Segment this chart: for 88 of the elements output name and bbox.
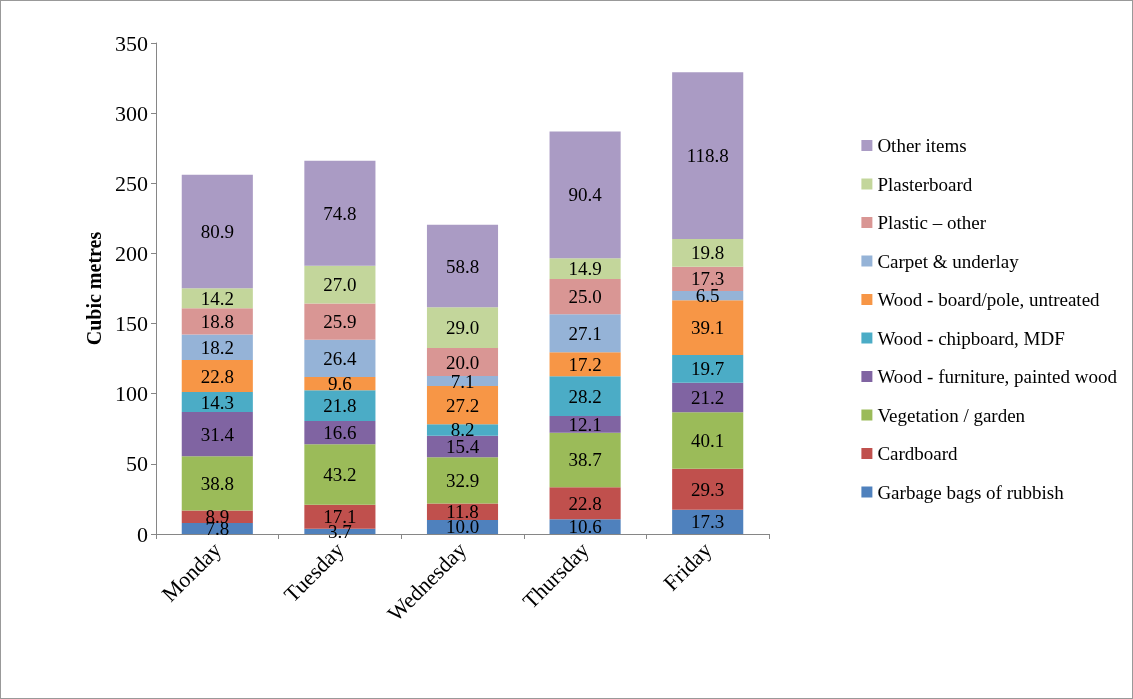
data-label: 27.2 [445,394,480,416]
data-label: 27.0 [323,274,357,296]
bar [304,390,376,421]
y-tick-label: 250 [115,170,148,196]
data-label: 21.2 [691,387,725,408]
bar [549,432,621,488]
data-label: 21.8 [323,395,357,417]
bar [549,131,621,259]
y-tick-label: 350 [115,30,148,56]
data-label: 29.3 [691,478,725,500]
data-label: 74.8 [323,202,357,224]
bar [181,360,253,393]
legend-label: Wood - furniture, painted wood [877,366,1118,387]
bar [304,444,376,505]
data-label: 58.8 [445,255,480,277]
data-label: 80.9 [200,220,234,242]
data-label: 38.7 [568,449,602,471]
legend-label: Cardboard [877,443,959,464]
bar [672,412,744,469]
data-label: 40.1 [691,430,725,451]
data-label: 17.3 [691,511,725,533]
data-label: 10.6 [568,516,602,538]
data-label: 16.6 [323,422,357,444]
bar [672,509,744,534]
bar [549,314,621,353]
data-label: 27.1 [568,322,602,344]
bar [426,386,499,425]
y-tick-label: 50 [126,451,148,477]
y-tick-label: 200 [115,240,148,266]
data-label: 19.8 [691,242,725,264]
bar [549,279,621,315]
bar [672,382,744,413]
bar [181,174,253,289]
bar [549,487,621,520]
y-axis-title: Cubic metres [83,231,105,346]
bar [426,457,499,504]
bar [181,412,253,457]
data-label: 18.8 [200,310,234,332]
bar [426,307,499,348]
data-label: 18.2 [200,336,234,358]
legend-label: Carpet & underlay [877,250,1020,272]
data-label: 29.0 [445,317,480,339]
data-label: 14.9 [568,258,602,280]
data-label: 19.7 [691,358,725,380]
data-label: 12.1 [568,413,602,435]
legend-label: Wood - chipboard, MDF [877,327,1065,349]
data-label: 14.2 [200,287,234,309]
data-label: 38.8 [200,472,234,494]
bar [672,300,744,355]
legend-label: Plastic – other [877,212,987,233]
data-label: 26.4 [323,347,358,369]
data-label: 25.0 [568,286,602,308]
bar [181,308,253,335]
data-label: 9.6 [328,373,352,395]
data-label: 90.4 [568,184,603,206]
legend-label: Plasterboard [877,173,973,195]
bar [181,456,253,511]
data-label: 22.8 [568,492,602,514]
y-tick-label: 0 [137,521,148,547]
bar [672,355,744,383]
bar [549,376,621,416]
data-label: 14.3 [200,391,234,413]
data-label: 31.4 [200,423,235,445]
data-label: 20.0 [445,351,480,373]
data-label: 17.2 [568,353,602,375]
bar [426,224,499,308]
y-tick-label: 100 [115,381,148,407]
bar [304,339,376,377]
y-tick-label: 150 [115,311,148,337]
data-label: 25.9 [323,311,357,333]
legend-label: Wood - board/pole, untreated [877,289,1101,310]
y-tick-label: 300 [115,100,148,126]
data-label: 39.1 [691,317,725,339]
bar [549,352,621,377]
bar [304,265,376,304]
legend-label: Vegetation / garden [877,404,1026,426]
bar [672,468,744,510]
data-label: 32.9 [445,469,480,491]
data-label: 118.8 [686,145,729,167]
bar [304,303,376,340]
data-label: 28.2 [568,385,602,407]
data-label: 43.2 [323,464,357,486]
bar [672,238,744,267]
bar [672,72,744,239]
bar [304,160,376,266]
data-label: 22.8 [200,365,234,387]
legend-label: Other items [877,135,967,156]
legend-label: Garbage bags of rubbish [877,481,1065,503]
